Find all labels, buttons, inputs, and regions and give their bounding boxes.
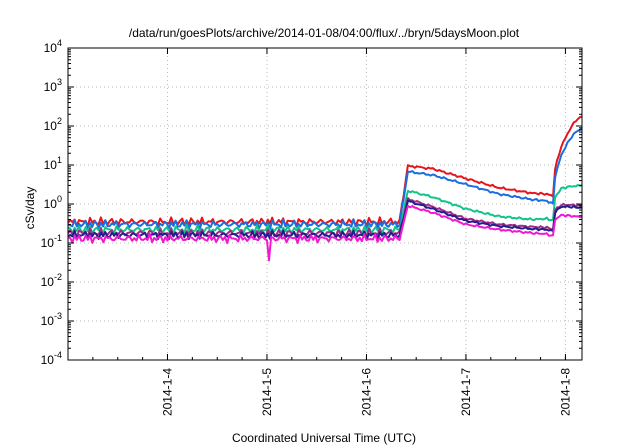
x-tick-label: 2014-1-7 [459, 368, 473, 416]
series-group [67, 115, 583, 262]
y-tick-label: 10-2 [41, 272, 62, 289]
x-tick-label: 2014-1-4 [160, 368, 174, 416]
y-tick-labels: 10-4 10-3 10-2 10-1 100 101 102 103 104 [41, 38, 62, 367]
tick-group [67, 47, 582, 361]
x-tick-label: 2014-1-6 [359, 368, 373, 416]
x-axis-label: Coordinated Universal Time (UTC) [232, 431, 416, 445]
y-tick-label: 10-4 [41, 350, 62, 367]
series-line-5 [67, 199, 583, 241]
grid [68, 48, 582, 360]
x-tick-label: 2014-1-8 [558, 368, 572, 416]
y-tick-label: 104 [44, 38, 62, 55]
y-tick-label: 10-3 [41, 311, 62, 328]
y-tick-label: 103 [44, 77, 62, 94]
y-tick-label: 10-1 [41, 233, 62, 250]
y-tick-label: 102 [44, 116, 62, 133]
x-tick-label: 2014-1-5 [260, 368, 274, 416]
x-tick-labels: 2014-1-4 2014-1-5 2014-1-6 2014-1-7 2014-1-8 [160, 368, 572, 416]
y-tick-label: 100 [44, 194, 62, 211]
chart-title: /data/run/goesPlots/archive/2014-01-08/0… [129, 26, 520, 40]
series-line-3 [67, 184, 583, 236]
series-line-1 [67, 115, 583, 228]
series-line-6 [67, 205, 583, 262]
y-axis-label: cSv/day [23, 187, 37, 230]
y-tick-label: 101 [44, 155, 62, 172]
series-line-2 [67, 127, 583, 230]
